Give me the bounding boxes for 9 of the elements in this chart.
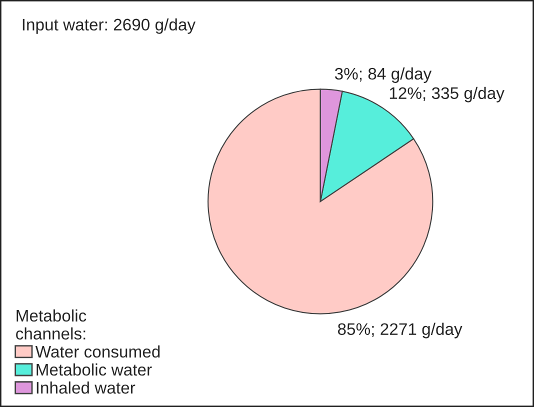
legend-label: Metabolic water <box>36 363 152 376</box>
legend-label: Water consumed <box>35 345 160 358</box>
data-label: 12%; 335 g/day <box>390 86 504 102</box>
legend-label: Inhaled water <box>36 381 136 394</box>
data-label: 3%; 84 g/day <box>334 67 432 83</box>
chart-title: Input water: 2690 g/day <box>22 18 196 34</box>
data-label: 85%; 2271 g/day <box>338 322 462 338</box>
legend-title: Metabolic channels: <box>16 309 86 340</box>
pie-slice <box>208 88 434 314</box>
